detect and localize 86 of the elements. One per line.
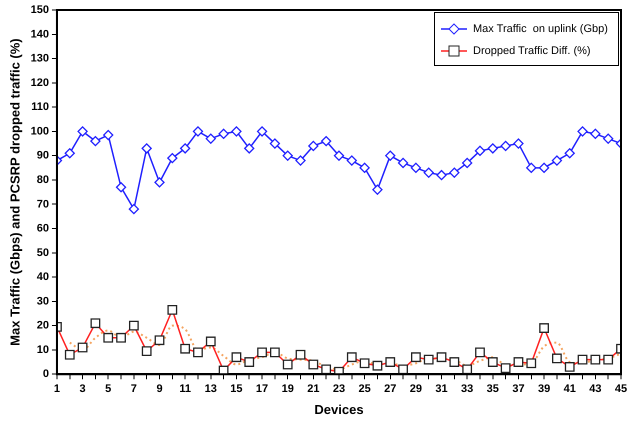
x-tick-label: 3	[80, 382, 86, 395]
point	[513, 138, 524, 149]
x-tick-label: 29	[410, 382, 422, 395]
point	[206, 134, 216, 144]
y-tick-label: 10	[36, 344, 49, 356]
point	[449, 168, 460, 178]
point	[385, 150, 396, 161]
point	[372, 184, 383, 195]
point	[552, 155, 562, 166]
point	[256, 126, 268, 137]
point	[500, 140, 511, 152]
point	[128, 204, 140, 214]
x-tick-label: 7	[130, 382, 137, 395]
point	[564, 148, 575, 158]
x-tick-label: 25	[358, 382, 371, 395]
point	[231, 126, 242, 137]
point	[526, 162, 536, 173]
y-tick-label: 50	[36, 246, 49, 259]
point	[359, 162, 370, 173]
point	[192, 126, 204, 137]
y-axis-title: Max Traffic (Gbps) and PCSRP dropped traffic (%)	[7, 38, 22, 346]
y-tick-label: 40	[36, 271, 49, 284]
y-tick-label: 110	[31, 101, 49, 114]
point	[154, 177, 165, 188]
point	[590, 128, 601, 139]
point	[244, 143, 254, 154]
point	[398, 158, 408, 168]
point	[90, 136, 101, 146]
y-tick-label: 30	[36, 295, 49, 308]
y-tick-label: 70	[36, 198, 49, 210]
legend-label: Dropped Traffic Diff. (%)	[473, 45, 591, 57]
x-tick-label: 41	[564, 382, 576, 395]
legend-label: Max Traffic on uplink (Gbp)	[473, 23, 608, 35]
x-tick-label: 11	[179, 382, 191, 395]
x-tick-label: 17	[256, 382, 268, 395]
y-tick-label: 60	[36, 222, 49, 235]
point	[334, 150, 344, 161]
y-tick-label: 20	[36, 320, 49, 332]
x-tick-label: 23	[332, 382, 346, 395]
y-tick-label: 100	[30, 125, 49, 138]
point	[270, 138, 280, 149]
point	[410, 162, 422, 173]
point	[603, 134, 614, 144]
y-tick-label: 0	[42, 368, 49, 380]
x-tick-label: 19	[282, 382, 294, 395]
point	[462, 158, 472, 168]
y-tick-label: 140	[30, 28, 49, 40]
point	[103, 130, 114, 140]
point	[488, 143, 498, 154]
x-tick-label: 15	[230, 382, 243, 395]
x-tick-label: 27	[384, 382, 396, 395]
y-tick-label: 90	[36, 150, 49, 162]
x-tick-label: 43	[589, 382, 602, 395]
y-tick-label: 150	[30, 4, 49, 16]
x-tick-label: 9	[156, 382, 163, 395]
point	[218, 128, 229, 139]
x-tick-label: 31	[435, 382, 448, 395]
y-tick-label: 120	[30, 76, 49, 89]
point	[474, 146, 486, 156]
x-tick-label: 37	[512, 382, 525, 395]
x-tick-label: 35	[486, 382, 499, 395]
y-tick-label: 80	[36, 174, 49, 186]
point	[116, 182, 126, 192]
point	[577, 126, 588, 137]
point	[282, 150, 293, 161]
point	[538, 162, 550, 173]
point	[295, 155, 306, 166]
y-tick-label: 130	[30, 52, 49, 65]
x-tick-label: 45	[614, 382, 628, 395]
x-tick-label: 5	[105, 382, 112, 395]
point	[142, 143, 152, 154]
point	[64, 148, 75, 158]
x-tick-label: 21	[307, 382, 320, 395]
x-tick-label: 1	[54, 382, 60, 395]
x-tick-label: 39	[538, 382, 550, 395]
x-tick-label: 33	[461, 382, 474, 395]
point	[436, 170, 447, 180]
point	[180, 143, 190, 154]
point	[77, 126, 88, 137]
point	[424, 168, 434, 178]
point	[346, 155, 357, 166]
point	[308, 140, 318, 152]
x-axis-title: Devices	[314, 402, 364, 417]
point	[321, 136, 332, 146]
x-tick-label: 13	[204, 382, 217, 395]
point	[167, 152, 178, 164]
